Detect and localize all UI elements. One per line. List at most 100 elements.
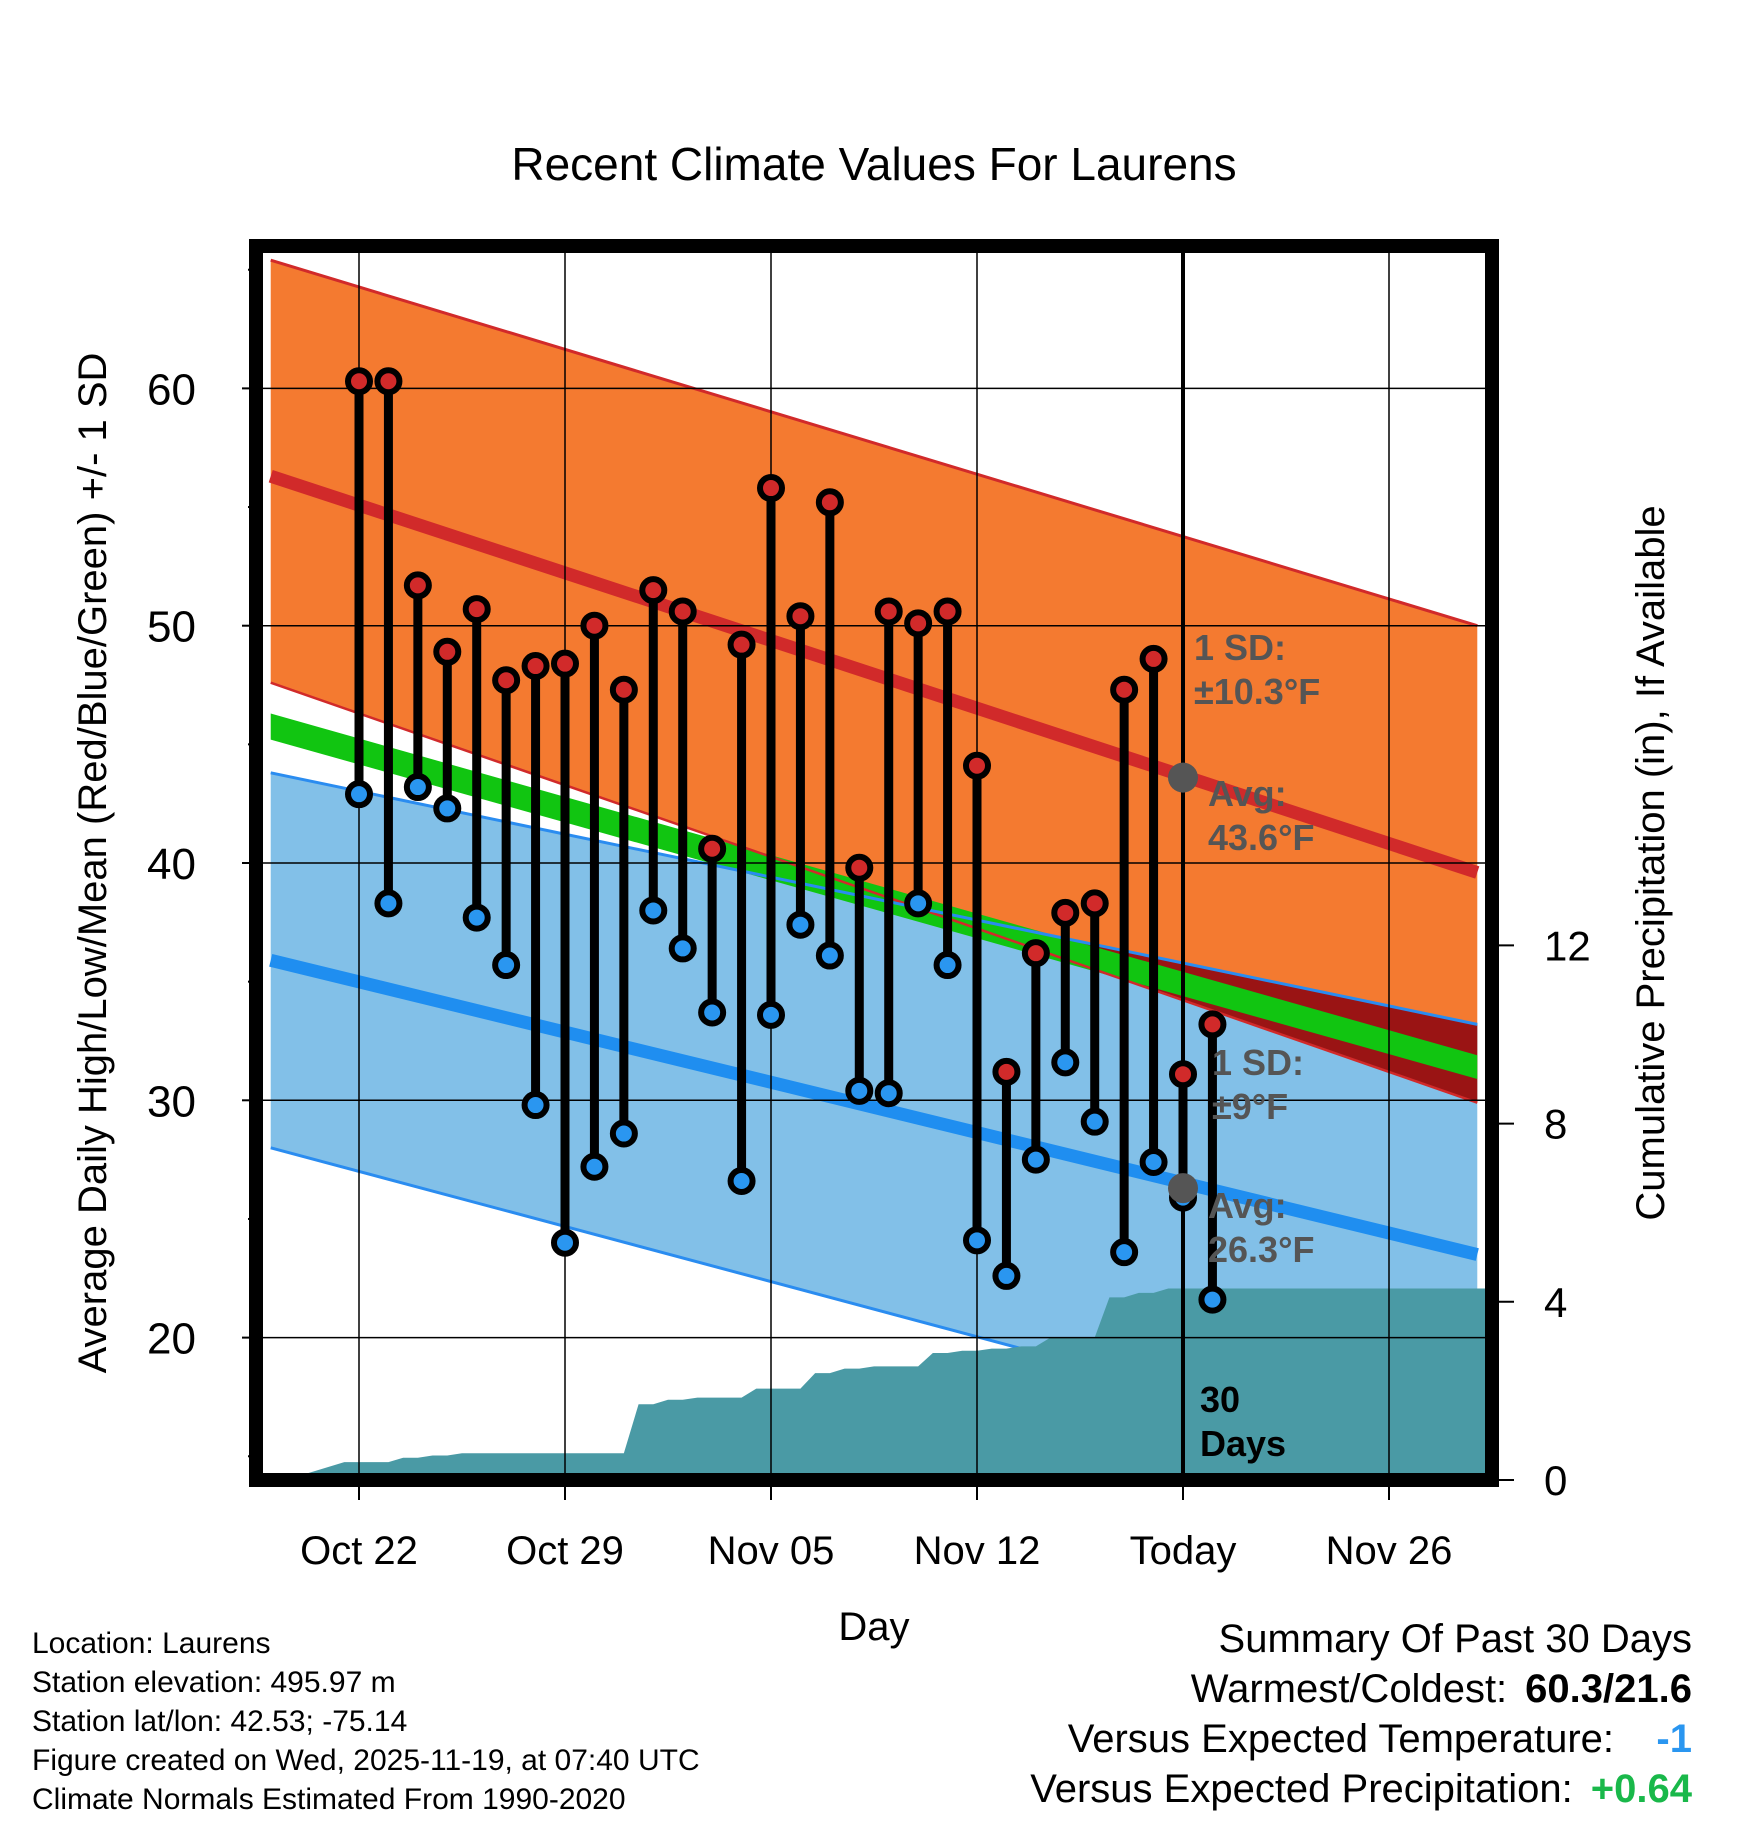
- low-point: [786, 910, 815, 939]
- high-point: [462, 595, 491, 624]
- latlon-text: Station lat/lon: 42.53; -75.14: [32, 1705, 408, 1738]
- high-point: [580, 611, 609, 640]
- high-point: [698, 834, 727, 863]
- high-point: [521, 652, 550, 681]
- low-point: [551, 1228, 579, 1257]
- low-point: [845, 1076, 874, 1105]
- y2-tick-label: 0: [1544, 1457, 1567, 1504]
- temp-label: Versus Expected Temperature:: [1067, 1717, 1614, 1761]
- high-point: [874, 597, 903, 626]
- annotations: 1 SD: ±10.3°F Avg: 43.6°F 1 SD: ±9°F Avg: 26.3°…: [1194, 627, 1320, 1464]
- high-point: [1051, 898, 1080, 927]
- high-point: [492, 666, 521, 695]
- low-point: [609, 1119, 638, 1148]
- high-point: [786, 602, 815, 631]
- low-point: [815, 941, 844, 970]
- low-point: [433, 794, 462, 823]
- low-point: [933, 951, 962, 980]
- high-point: [433, 637, 462, 666]
- warmest-coldest-label: Warmest/Coldest:: [1190, 1667, 1508, 1711]
- high-sd-band: [270, 260, 1478, 1103]
- x-tick-label: Oct 22: [300, 1529, 418, 1573]
- high-point: [904, 609, 933, 638]
- low-point: [727, 1166, 756, 1195]
- y-tick-label: 30: [147, 1077, 196, 1126]
- summary-title: Summary Of Past 30 Days: [1218, 1617, 1692, 1661]
- grid-lines: [256, 246, 1492, 1480]
- high-point: [668, 597, 697, 626]
- low-point: [1110, 1238, 1139, 1267]
- high-point: [345, 367, 373, 396]
- low-point: [403, 773, 432, 802]
- low-point: [1080, 1107, 1109, 1136]
- high-point: [1198, 1010, 1227, 1039]
- high-point: [639, 576, 668, 605]
- low-point: [963, 1226, 991, 1255]
- days-annotation: 30 Days: [1200, 1379, 1286, 1464]
- low-point: [757, 1000, 785, 1029]
- mean-band: [270, 713, 1478, 1079]
- x-tick-label: Today: [1130, 1529, 1237, 1573]
- location-text: Location: Laurens: [32, 1627, 271, 1660]
- high-point: [727, 630, 756, 659]
- x-tick-label: Nov 12: [914, 1529, 1041, 1573]
- station-info: Location: Laurens Station elevation: 495…: [32, 1624, 700, 1819]
- high-lower-edge: [270, 681, 1478, 1104]
- high-avg-annotation: Avg: 43.6°F: [1208, 773, 1314, 858]
- low-point: [580, 1152, 609, 1181]
- y2-tick-label: 4: [1544, 1279, 1567, 1326]
- low-avg-annotation: Avg: 26.3°F: [1208, 1185, 1314, 1270]
- low-point: [462, 903, 491, 932]
- low-point: [1021, 1145, 1050, 1174]
- y2-tick-label: 8: [1544, 1101, 1567, 1148]
- x-tick-label: Oct 29: [506, 1529, 624, 1573]
- high-point: [992, 1057, 1021, 1086]
- created-text: Figure created on Wed, 2025-11-19, at 07…: [32, 1744, 700, 1777]
- low-point: [492, 951, 521, 980]
- y-axis-label: Average Daily High/Low/Mean (Red/Blue/Gr…: [71, 353, 115, 1374]
- high-point: [374, 367, 403, 396]
- today-high-avg-dot: [1168, 762, 1198, 793]
- x-tick-label: Nov 26: [1326, 1529, 1453, 1573]
- low-point: [904, 889, 933, 918]
- precip-label: Versus Expected Precipitation:: [1030, 1767, 1573, 1811]
- low-point: [1198, 1285, 1227, 1314]
- low-point: [521, 1091, 550, 1120]
- low-point: [639, 896, 668, 925]
- high-upper-edge: [270, 258, 1478, 628]
- data-marks: [345, 367, 1227, 1314]
- y-tick-label: 60: [147, 365, 196, 414]
- high-mean-line: [268, 470, 1480, 879]
- y-tick-label: 50: [147, 603, 196, 652]
- x-axis-label: Day: [838, 1605, 909, 1649]
- precip-area: [285, 1288, 1492, 1480]
- high-point: [933, 597, 962, 626]
- y2-tick-label: 12: [1544, 922, 1591, 969]
- summary-temperature: Versus Expected Temperature: -1: [1030, 1714, 1692, 1764]
- low-point: [374, 889, 403, 918]
- summary-precipitation: Versus Expected Precipitation: +0.64: [1030, 1764, 1692, 1814]
- precip-value: +0.64: [1590, 1767, 1692, 1811]
- normals-text: Climate Normals Estimated From 1990-2020: [32, 1783, 626, 1816]
- x-tick-label: Nov 05: [708, 1529, 835, 1573]
- high-point: [403, 571, 432, 600]
- low-point: [668, 934, 697, 963]
- low-point: [698, 998, 727, 1027]
- warmest-coldest-value: 60.3/21.6: [1525, 1667, 1692, 1711]
- low-upper-edge: [270, 771, 1478, 1026]
- plot-area: [268, 258, 1492, 1480]
- high-sd-annotation: 1 SD: ±10.3°F: [1194, 627, 1320, 712]
- y-tick-label: 40: [147, 840, 196, 889]
- high-point: [1110, 675, 1139, 704]
- low-point: [874, 1079, 903, 1108]
- low-sd-annotation: 1 SD: ±9°F: [1212, 1042, 1304, 1127]
- high-point: [815, 488, 844, 517]
- temp-value: -1: [1656, 1717, 1692, 1761]
- summary-warmest-coldest: Warmest/Coldest: 60.3/21.6: [1030, 1664, 1692, 1714]
- high-point: [963, 751, 991, 780]
- high-point: [609, 675, 638, 704]
- high-point: [845, 853, 874, 882]
- today-low-avg-dot: [1168, 1173, 1198, 1204]
- high-point: [1169, 1060, 1197, 1089]
- high-point: [1080, 889, 1109, 918]
